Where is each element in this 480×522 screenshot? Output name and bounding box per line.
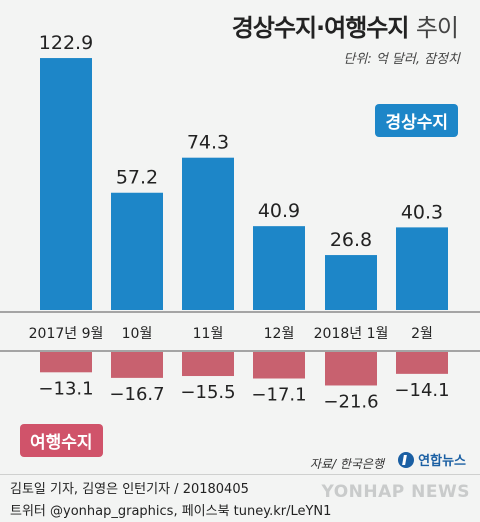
yonhap-logo: 연합뉴스: [398, 450, 466, 469]
current-account-bar: [111, 192, 163, 310]
source-note: 자료/ 한국은행: [309, 457, 384, 471]
legend-travel-account: 여행수지: [20, 424, 103, 457]
month-tick-label: 12월: [264, 326, 295, 342]
travel-account-value-label: −16.7: [109, 384, 164, 405]
travel-account-bar: [253, 352, 305, 379]
social-line: 트위터 @yonhap_graphics, 페이스북 tuney.kr/LeYN…: [10, 504, 332, 519]
month-tick-label: 11월: [193, 326, 224, 342]
travel-account-bar: [396, 352, 448, 374]
travel-account-bar: [40, 352, 92, 373]
watermark: YONHAP NEWS: [321, 482, 470, 502]
month-tick-label: 10월: [122, 326, 153, 342]
current-account-bar: [253, 226, 305, 310]
unit-label: 단위: 억 달러, 잠정치: [343, 52, 460, 67]
footer-divider: [0, 474, 480, 475]
travel-account-bar: [182, 352, 234, 377]
legend-current-account: 경상수지: [375, 104, 458, 137]
travel-account-value-label: −13.1: [38, 378, 93, 399]
travel-account-value-label: −14.1: [394, 380, 449, 401]
travel-account-value-label: −17.1: [251, 385, 306, 406]
current-account-value-label: 122.9: [39, 32, 93, 54]
current-account-value-label: 57.2: [116, 167, 158, 189]
month-tick-label: 2월: [411, 326, 433, 342]
current-account-bar: [182, 157, 234, 310]
yonhap-logo-text: 연합뉴스: [418, 454, 466, 469]
travel-account-value-label: −21.6: [323, 391, 378, 412]
travel-account-bar: [111, 352, 163, 378]
current-account-value-label: 26.8: [330, 229, 372, 251]
travel-account-bar: [325, 352, 377, 386]
current-account-bar: [40, 58, 92, 311]
current-account-value-label: 40.9: [258, 200, 300, 222]
month-tick-label: 2018년 1월: [314, 326, 389, 342]
travel-account-value-label: −15.5: [180, 382, 235, 403]
current-account-value-label: 40.3: [401, 201, 443, 223]
current-account-bar: [325, 255, 377, 310]
yonhap-logo-icon: [398, 451, 415, 468]
chart-title: 경상수지·여행수지 추이: [231, 14, 459, 42]
credit-line: 김토일 기자, 김영은 인턴기자 / 20180405: [10, 482, 249, 497]
current-account-bar: [396, 227, 448, 310]
month-tick-label: 2017년 9월: [29, 326, 104, 342]
current-account-value-label: 74.3: [187, 132, 229, 154]
